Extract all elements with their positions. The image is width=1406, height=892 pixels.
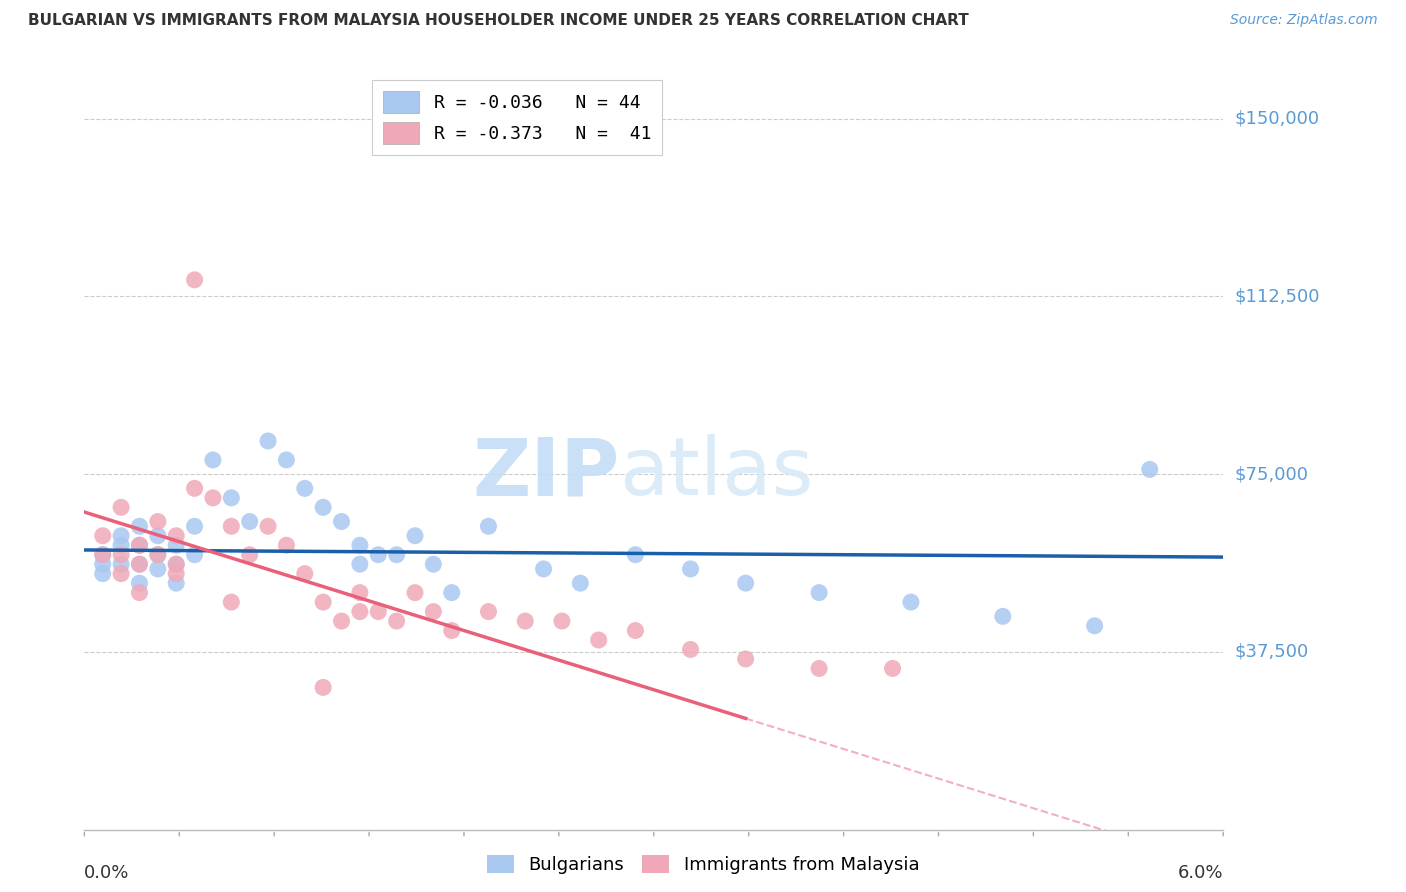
Point [183,548,205,562]
Point [183,519,205,533]
Point [349,538,371,552]
Point [165,576,187,591]
Point [91,566,114,581]
Point [440,624,463,638]
Point [165,538,187,552]
Point [312,500,335,515]
Point [624,624,647,638]
Point [257,519,280,533]
Point [330,614,353,628]
Text: 6.0%: 6.0% [1178,863,1223,881]
Point [239,515,262,529]
Point [294,566,316,581]
Point [991,609,1014,624]
Point [165,566,187,581]
Point [110,557,132,572]
Text: BULGARIAN VS IMMIGRANTS FROM MALAYSIA HOUSEHOLDER INCOME UNDER 25 YEARS CORRELAT: BULGARIAN VS IMMIGRANTS FROM MALAYSIA HO… [28,13,969,29]
Point [477,519,499,533]
Point [165,557,187,572]
Point [165,529,187,543]
Point [533,562,555,576]
Point [257,434,280,448]
Point [201,491,224,505]
Text: $75,000: $75,000 [1234,465,1309,483]
Point [146,548,169,562]
Point [330,515,353,529]
Point [221,595,243,609]
Point [900,595,922,609]
Text: Source: ZipAtlas.com: Source: ZipAtlas.com [1230,13,1378,28]
Point [221,491,243,505]
Point [551,614,574,628]
Point [128,576,150,591]
Point [239,548,262,562]
Point [404,529,426,543]
Point [146,562,169,576]
Point [404,585,426,599]
Point [110,529,132,543]
Point [312,681,335,695]
Point [515,614,537,628]
Text: $150,000: $150,000 [1234,110,1319,128]
Point [734,652,756,666]
Legend: Bulgarians, Immigrants from Malaysia: Bulgarians, Immigrants from Malaysia [478,846,928,883]
Point [165,557,187,572]
Point [183,482,205,496]
Point [808,661,831,675]
Point [110,500,132,515]
Point [588,633,610,648]
Point [110,566,132,581]
Point [440,585,463,599]
Point [1084,619,1107,633]
Point [422,557,444,572]
Point [569,576,592,591]
Point [146,548,169,562]
Text: atlas: atlas [620,434,814,512]
Point [128,538,150,552]
Point [128,557,150,572]
Point [110,538,132,552]
Point [1139,462,1161,476]
Point [276,453,298,467]
Legend: R = -0.036   N = 44, R = -0.373   N =  41: R = -0.036 N = 44, R = -0.373 N = 41 [373,80,662,155]
Point [624,548,647,562]
Point [477,605,499,619]
Point [385,614,408,628]
Text: $112,500: $112,500 [1234,287,1320,305]
Point [734,576,756,591]
Point [91,548,114,562]
Point [128,538,150,552]
Point [679,562,702,576]
Point [385,548,408,562]
Point [808,585,831,599]
Point [128,585,150,599]
Point [91,548,114,562]
Point [91,529,114,543]
Point [294,482,316,496]
Point [679,642,702,657]
Point [312,595,335,609]
Point [882,661,904,675]
Point [183,273,205,287]
Point [128,519,150,533]
Text: $37,500: $37,500 [1234,643,1309,661]
Point [128,557,150,572]
Point [349,585,371,599]
Point [422,605,444,619]
Point [367,548,389,562]
Point [146,529,169,543]
Point [349,605,371,619]
Point [91,557,114,572]
Point [146,515,169,529]
Point [367,605,389,619]
Point [110,548,132,562]
Point [201,453,224,467]
Point [349,557,371,572]
Text: ZIP: ZIP [472,434,620,512]
Point [276,538,298,552]
Text: 0.0%: 0.0% [84,863,129,881]
Point [221,519,243,533]
